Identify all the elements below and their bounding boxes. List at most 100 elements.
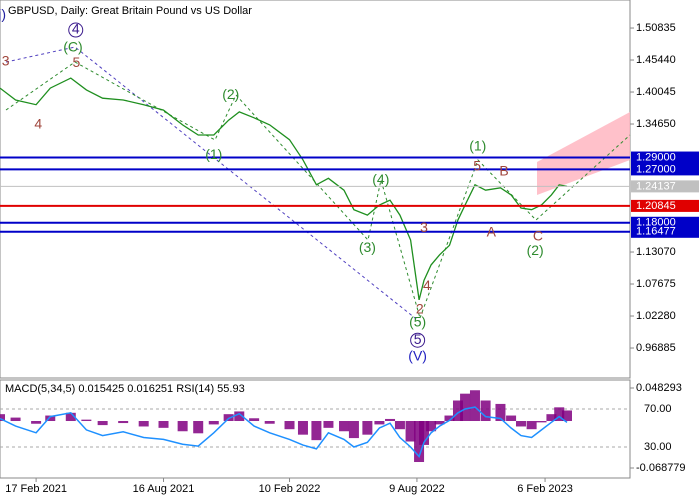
x-tick-label: 6 Feb 2023 bbox=[517, 483, 573, 495]
level-tag bbox=[631, 163, 699, 176]
wave-label: 4 bbox=[72, 21, 80, 37]
macd-bar bbox=[45, 415, 56, 422]
wave-label: 4 bbox=[34, 116, 42, 132]
macd-bar bbox=[31, 421, 42, 424]
wave-label: 5 bbox=[73, 54, 81, 70]
level-tag bbox=[631, 225, 699, 238]
wave-label: (3) bbox=[359, 239, 376, 255]
macd-bar bbox=[419, 421, 430, 445]
macd-bar bbox=[394, 421, 405, 430]
macd-bar bbox=[65, 412, 76, 422]
level-label: 1.20845 bbox=[636, 200, 676, 212]
y2-tick-label: 70.00 bbox=[644, 403, 672, 415]
macd-bar bbox=[348, 421, 359, 439]
macd-bar bbox=[311, 421, 322, 441]
macd-bar bbox=[81, 419, 92, 422]
macd-bar bbox=[97, 421, 108, 426]
y-tick-label: 1.34650 bbox=[636, 118, 676, 130]
x-tick-label: 10 Feb 2022 bbox=[259, 483, 321, 495]
macd-bar bbox=[385, 418, 396, 422]
macd-bar bbox=[546, 414, 557, 422]
y-tick-label: 0.96885 bbox=[636, 342, 676, 354]
macd-bar bbox=[138, 421, 149, 427]
macd-bar bbox=[405, 421, 416, 442]
wave-label: 5 bbox=[414, 331, 422, 347]
y2-tick-label: 30.00 bbox=[644, 441, 672, 453]
wave-circle bbox=[410, 332, 426, 348]
macd-bar bbox=[562, 410, 572, 422]
macd-bar bbox=[495, 403, 506, 422]
macd-bar bbox=[0, 414, 5, 422]
indicator-title: MACD(5,34,5) 0.015425 0.016251 RSI(14) 5… bbox=[5, 383, 245, 395]
level-tag bbox=[631, 199, 699, 212]
macd-bar bbox=[536, 421, 547, 423]
level-label: 1.29000 bbox=[636, 151, 676, 163]
wave-label: (C) bbox=[63, 39, 82, 55]
wave-label: (2) bbox=[222, 86, 239, 102]
macd-bar bbox=[480, 400, 491, 422]
wave-label: (1) bbox=[205, 146, 222, 162]
wave-label: 5 bbox=[473, 158, 481, 174]
wave-label: B bbox=[499, 162, 508, 178]
macd-bar bbox=[506, 415, 517, 422]
level-tag bbox=[631, 151, 699, 164]
macd-bar bbox=[469, 390, 480, 422]
macd-bar bbox=[460, 393, 471, 422]
macd-bar bbox=[284, 421, 295, 430]
wave-label: (V) bbox=[408, 348, 427, 364]
chart-title: GBPUSD, Daily: Great Britain Pound vs US… bbox=[8, 5, 252, 17]
wave-label: C bbox=[533, 228, 543, 244]
macd-bar bbox=[158, 421, 169, 428]
wave-label: 3 bbox=[420, 219, 428, 235]
level-tag bbox=[631, 216, 699, 229]
level-label: 1.18000 bbox=[636, 217, 676, 229]
wave-label: 4 bbox=[423, 277, 431, 293]
y-tick-label: 1.45440 bbox=[636, 54, 676, 66]
x-tick-label: 9 Aug 2022 bbox=[389, 483, 445, 495]
y-tick-label: -0.068779 bbox=[636, 462, 686, 474]
x-tick-label: 17 Feb 2021 bbox=[5, 483, 67, 495]
y-tick-label: 1.40045 bbox=[636, 86, 676, 98]
y-tick-label: 1.13070 bbox=[636, 246, 676, 258]
rsi-line bbox=[0, 406, 568, 458]
macd-bar bbox=[223, 414, 234, 422]
macd-bar bbox=[452, 400, 463, 422]
macd-bar bbox=[264, 421, 275, 424]
level-label: 1.27000 bbox=[636, 163, 676, 175]
macd-bar bbox=[234, 411, 245, 422]
wave-label: j) bbox=[0, 6, 6, 22]
y-tick-label: 1.07675 bbox=[636, 278, 676, 290]
y-tick-label: 1.50835 bbox=[636, 22, 676, 34]
wave-circle bbox=[68, 22, 84, 38]
price-line bbox=[0, 77, 568, 301]
wave-label: (2) bbox=[527, 242, 544, 258]
macd-bar bbox=[434, 421, 445, 425]
wave-line bbox=[419, 134, 631, 319]
macd-bar bbox=[10, 417, 21, 422]
level-label: 1.16477 bbox=[636, 226, 676, 238]
wave-label: (1) bbox=[469, 138, 486, 154]
level-tag bbox=[631, 180, 699, 193]
macd-bar bbox=[362, 421, 373, 435]
wave-label: A bbox=[487, 224, 497, 240]
y-tick-label: 0.048293 bbox=[636, 382, 682, 394]
macd-bar bbox=[118, 421, 129, 424]
macd-bar bbox=[323, 421, 334, 428]
wave-label: (4) bbox=[372, 171, 389, 187]
x-tick-label: 16 Aug 2021 bbox=[133, 483, 195, 495]
wave-line bbox=[5, 61, 421, 319]
macd-bar bbox=[193, 421, 204, 434]
wave-label: 3 bbox=[2, 53, 10, 69]
macd-bar bbox=[426, 421, 437, 432]
macd-bar bbox=[554, 407, 565, 422]
macd-bar bbox=[208, 421, 219, 425]
macd-bar bbox=[177, 421, 188, 432]
macd-bar bbox=[374, 421, 385, 425]
level-label: 1.24137 bbox=[636, 180, 676, 192]
wave-label: 2 bbox=[416, 301, 424, 317]
main-panel bbox=[0, 0, 631, 379]
channel bbox=[537, 112, 630, 195]
macd-bar bbox=[339, 421, 350, 432]
y-tick-label: 1.02280 bbox=[636, 310, 676, 322]
